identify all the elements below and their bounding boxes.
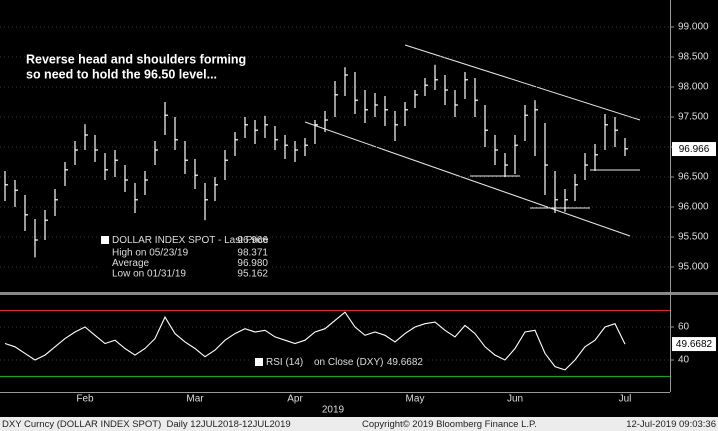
- y-tick-label: 97.500: [678, 112, 709, 123]
- footer-center: Copyright© 2019 Bloomberg Finance L.P.: [362, 419, 537, 430]
- last-price-label: 96.966: [679, 144, 710, 155]
- footer-left: DXY Curncy (DOLLAR INDEX SPOT) Daily 12J…: [2, 419, 291, 430]
- y-tick-label: 98.500: [678, 52, 709, 63]
- rsi-legend-value: 49.6682: [387, 357, 424, 368]
- legend-value: 96.966: [237, 235, 268, 246]
- y-tick-label: 60: [678, 322, 690, 333]
- y-tick-label: 40: [678, 355, 690, 366]
- x-tick-label: Mar: [186, 394, 204, 405]
- last-value-label: 49.6682: [676, 339, 713, 350]
- annotation: so need to hold the 96.50 level...: [26, 67, 217, 81]
- legend-stat-value: 95.162: [237, 269, 268, 280]
- annotation: Reverse head and shoulders forming: [26, 52, 246, 66]
- y-tick-label: 96.500: [678, 172, 709, 183]
- legend-stat-name: Average: [112, 258, 150, 269]
- x-tick-label: Jul: [619, 394, 632, 405]
- legend-stat-value: 98.371: [237, 248, 268, 259]
- y-tick-label: 98.000: [678, 82, 709, 93]
- y-tick-label: 96.000: [678, 202, 709, 213]
- x-tick-label: Apr: [287, 394, 303, 405]
- rsi-legend-icon: [255, 358, 263, 366]
- rsi-line: [4, 311, 626, 371]
- y-tick-label: 95.500: [678, 232, 709, 243]
- legend-title: DOLLAR INDEX SPOT - Last Price: [112, 235, 269, 246]
- legend-icon: [101, 236, 109, 244]
- rsi-legend-box: [252, 355, 426, 370]
- last-price-box: [672, 142, 716, 157]
- legend-box: [98, 233, 270, 285]
- marks: [0, 26, 670, 378]
- legend-stat-name: Low on 01/31/19: [112, 269, 186, 280]
- legend-stat-name: High on 05/23/19: [112, 248, 189, 259]
- footer-right: 12-Jul-2019 09:03:36: [626, 419, 716, 430]
- legend-stat-value: 96.980: [237, 258, 268, 269]
- footer-bar: [0, 417, 718, 431]
- x-year-label: 2019: [322, 405, 345, 416]
- x-tick-label: May: [406, 394, 425, 405]
- rsi-legend-name: RSI (14): [266, 357, 303, 368]
- x-tick-label: Feb: [76, 394, 94, 405]
- y-tick-label: 95.000: [678, 262, 709, 273]
- rsi-legend-subtitle: on Close (DXY): [314, 357, 383, 368]
- y-tick-label: 99.000: [678, 22, 709, 33]
- x-tick-label: Jun: [507, 394, 523, 405]
- lower-channel: [304, 121, 631, 237]
- last-value-box: [672, 337, 716, 352]
